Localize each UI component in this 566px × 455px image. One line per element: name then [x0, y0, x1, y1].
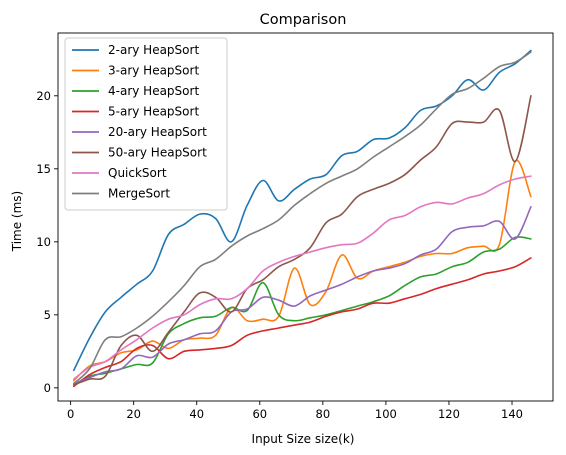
legend-label: MergeSort — [108, 187, 170, 201]
axes: 0 20 40 60 80 100 120 140 0 5 10 15 20 — [36, 32, 554, 421]
x-axis-label: Input Size size(k) — [252, 432, 355, 446]
legend-label: 50-ary HeapSort — [108, 146, 207, 160]
x-tick-label: 140 — [501, 407, 523, 421]
x-tick-label: 120 — [438, 407, 460, 421]
y-tick-label: 20 — [36, 89, 51, 103]
y-tick-label: 0 — [44, 381, 51, 395]
x-tick-label: 60 — [252, 407, 267, 421]
series-line-3 — [73, 236, 532, 386]
series-line-1 — [73, 49, 532, 372]
series-line-5 — [73, 206, 532, 385]
legend-label: 3-ary HeapSort — [108, 64, 199, 78]
series-line-8 — [73, 51, 532, 385]
legend: 2-ary HeapSort 3-ary HeapSort 4-ary HeapSo… — [64, 37, 228, 211]
legend-label: QuickSort — [108, 166, 167, 180]
plot-area — [73, 49, 532, 388]
legend-label: 5-ary HeapSort — [108, 105, 199, 119]
x-tick-label: 80 — [316, 407, 331, 421]
series-line-7 — [73, 175, 532, 380]
x-tick-label: 40 — [189, 407, 204, 421]
x-tick-label: 100 — [375, 407, 397, 421]
legend-label: 4-ary HeapSort — [108, 84, 199, 98]
series-line-4 — [73, 257, 532, 388]
series-line-2 — [73, 159, 532, 382]
chart-title: Comparison — [260, 12, 347, 28]
y-tick-label: 5 — [44, 308, 51, 322]
y-axis-label: Time (ms) — [10, 191, 24, 253]
legend-label: 20-ary HeapSort — [108, 125, 207, 139]
legend-label: 2-ary HeapSort — [108, 43, 199, 57]
x-tick-label: 20 — [126, 407, 141, 421]
legend-box — [64, 37, 228, 211]
x-tick-label: 0 — [67, 407, 74, 421]
y-tick-label: 15 — [36, 162, 51, 176]
y-tick-label: 10 — [36, 235, 51, 249]
axes-frame — [57, 32, 554, 402]
